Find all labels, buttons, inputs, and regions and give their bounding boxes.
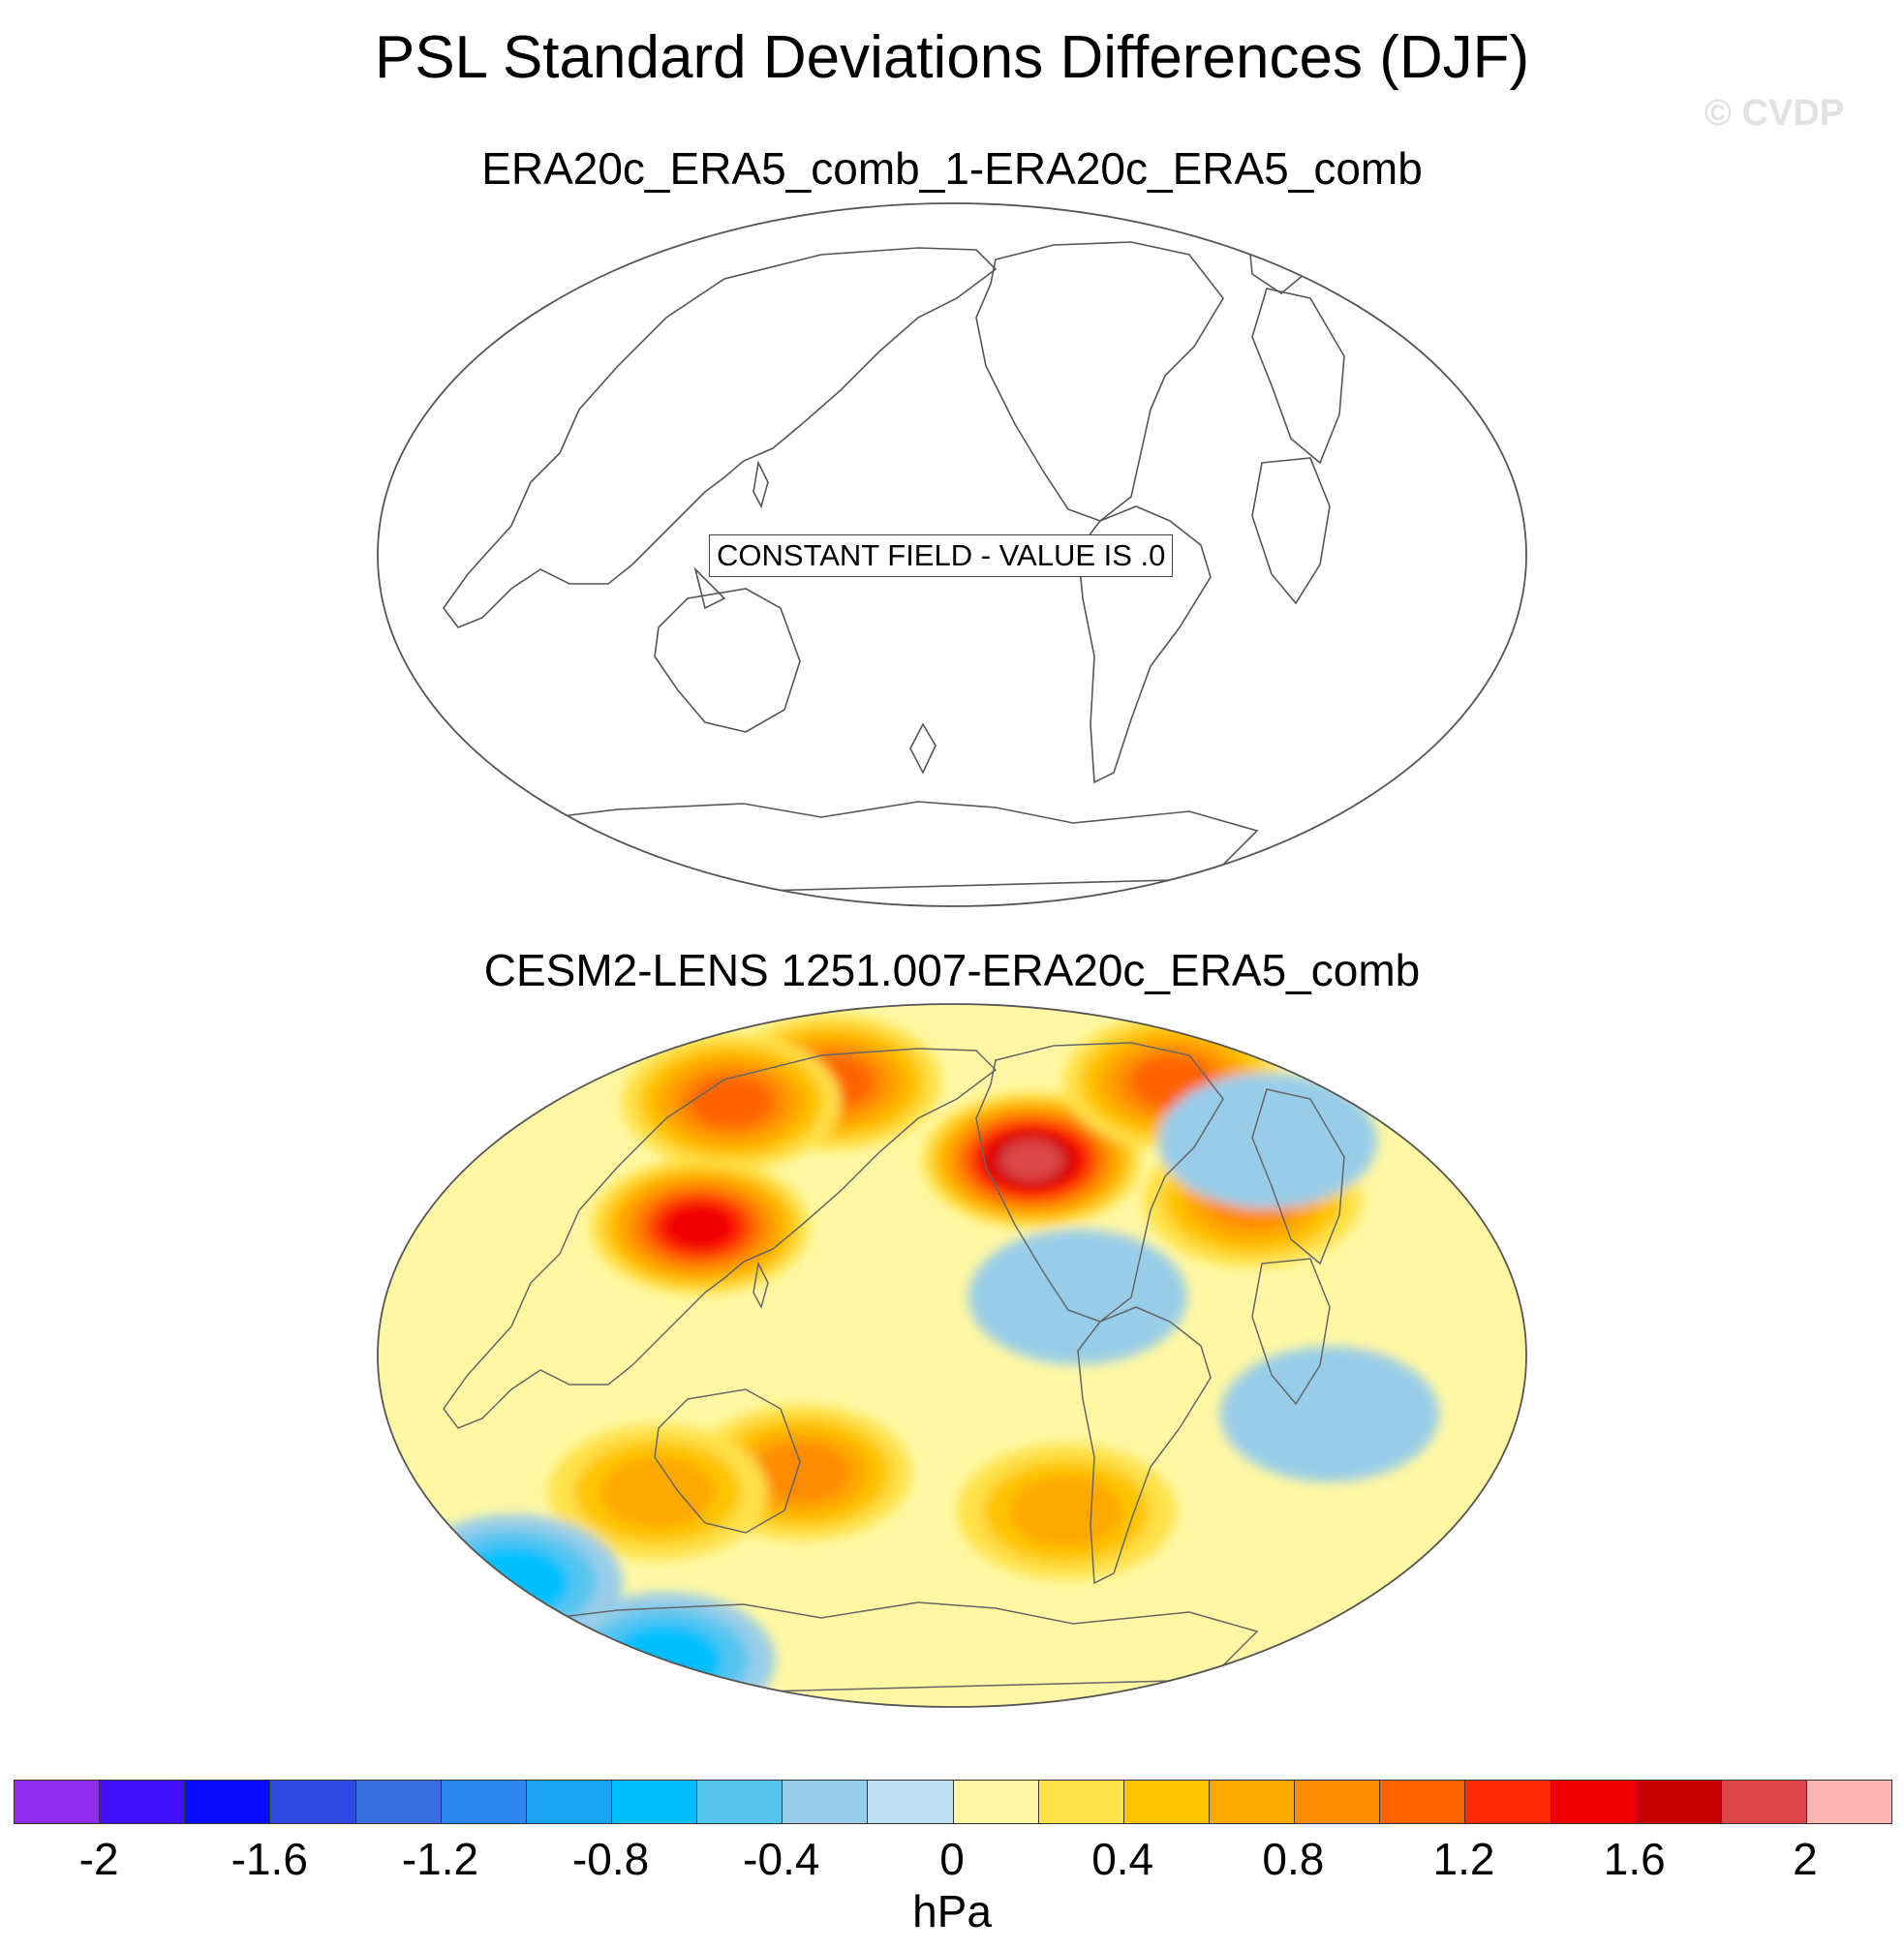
field-contour-band [1158,1073,1377,1209]
colorbar-tick-label: 1.2 [1432,1834,1495,1884]
map-panel-2 [377,1003,1527,1708]
constant-field-note: CONSTANT FIELD - VALUE IS .0 [709,534,1174,577]
colorbar-tick-label: 2 [1793,1834,1818,1884]
colorbar-cell [526,1781,612,1823]
colorbar-cell [868,1781,954,1823]
panel-1-title: ERA20c_ERA5_comb_1-ERA20c_ERA5_comb [481,143,1423,194]
colorbar-tick-label: -0.8 [571,1834,650,1884]
colorbar-ticks: -2 -1.6 -1.2 -0.8 -0.4 0 0.4 0.8 1.2 1.6 2 [0,1832,1904,1890]
field-contour-band [663,1204,736,1250]
colorbar-units: hPa [912,1886,992,1936]
colorbar-tick-label: 0 [939,1834,965,1884]
colorbar-cell [15,1781,101,1823]
colorbar-cell [1636,1781,1722,1823]
field-contour-band [1009,1476,1123,1548]
colorbar-cell [1038,1781,1124,1823]
colorbar-cell [1295,1781,1381,1823]
field-contour-band [600,1456,716,1529]
panel-2-title: CESM2-LENS 1251.007-ERA20c_ERA5_comb [483,945,1421,995]
map-panel-1 [377,202,1527,907]
colorbar-cell [1209,1781,1296,1823]
colorbar-cell [270,1781,356,1823]
colorbar-tick-label: 0.8 [1262,1834,1325,1884]
colorbar-cell [355,1781,442,1823]
field-contour-band [689,1075,774,1129]
field-contour-band [999,1140,1064,1181]
cvdp-credit: © CVDP [1704,93,1845,134]
colorbar-cell [953,1781,1039,1823]
field-contour-band [1219,1346,1439,1482]
colorbar-cell [1721,1781,1807,1823]
map-border-1 [377,202,1527,907]
field-contour-band [967,1229,1187,1365]
colorbar-cell [185,1781,271,1823]
field-contour-band [753,1442,850,1504]
colorbar-cell [783,1781,869,1823]
colorbar-cell [611,1781,698,1823]
colorbar-cell [1551,1781,1637,1823]
colorbar-cell [1123,1781,1210,1823]
colorbar [14,1780,1892,1824]
colorbar-cell [1380,1781,1466,1823]
colorbar-cell [441,1781,527,1823]
colorbar-tick-label: -0.4 [743,1834,820,1884]
colorbar-cell [697,1781,783,1823]
colorbar-tick-label: 1.6 [1603,1834,1666,1884]
colorbar-tick-label: 0.4 [1091,1834,1154,1884]
colorbar-tick-label: -2 [78,1834,119,1884]
colorbar-cell [1806,1781,1892,1823]
colorbar-cell [1465,1781,1551,1823]
colorbar-tick-label: -1.2 [401,1834,479,1884]
colorbar-cell [100,1781,186,1823]
main-title: PSL Standard Deviations Differences (DJF… [374,24,1530,91]
colorbar-tick-label: -1.6 [230,1834,308,1884]
map-border-2 [377,1003,1527,1708]
